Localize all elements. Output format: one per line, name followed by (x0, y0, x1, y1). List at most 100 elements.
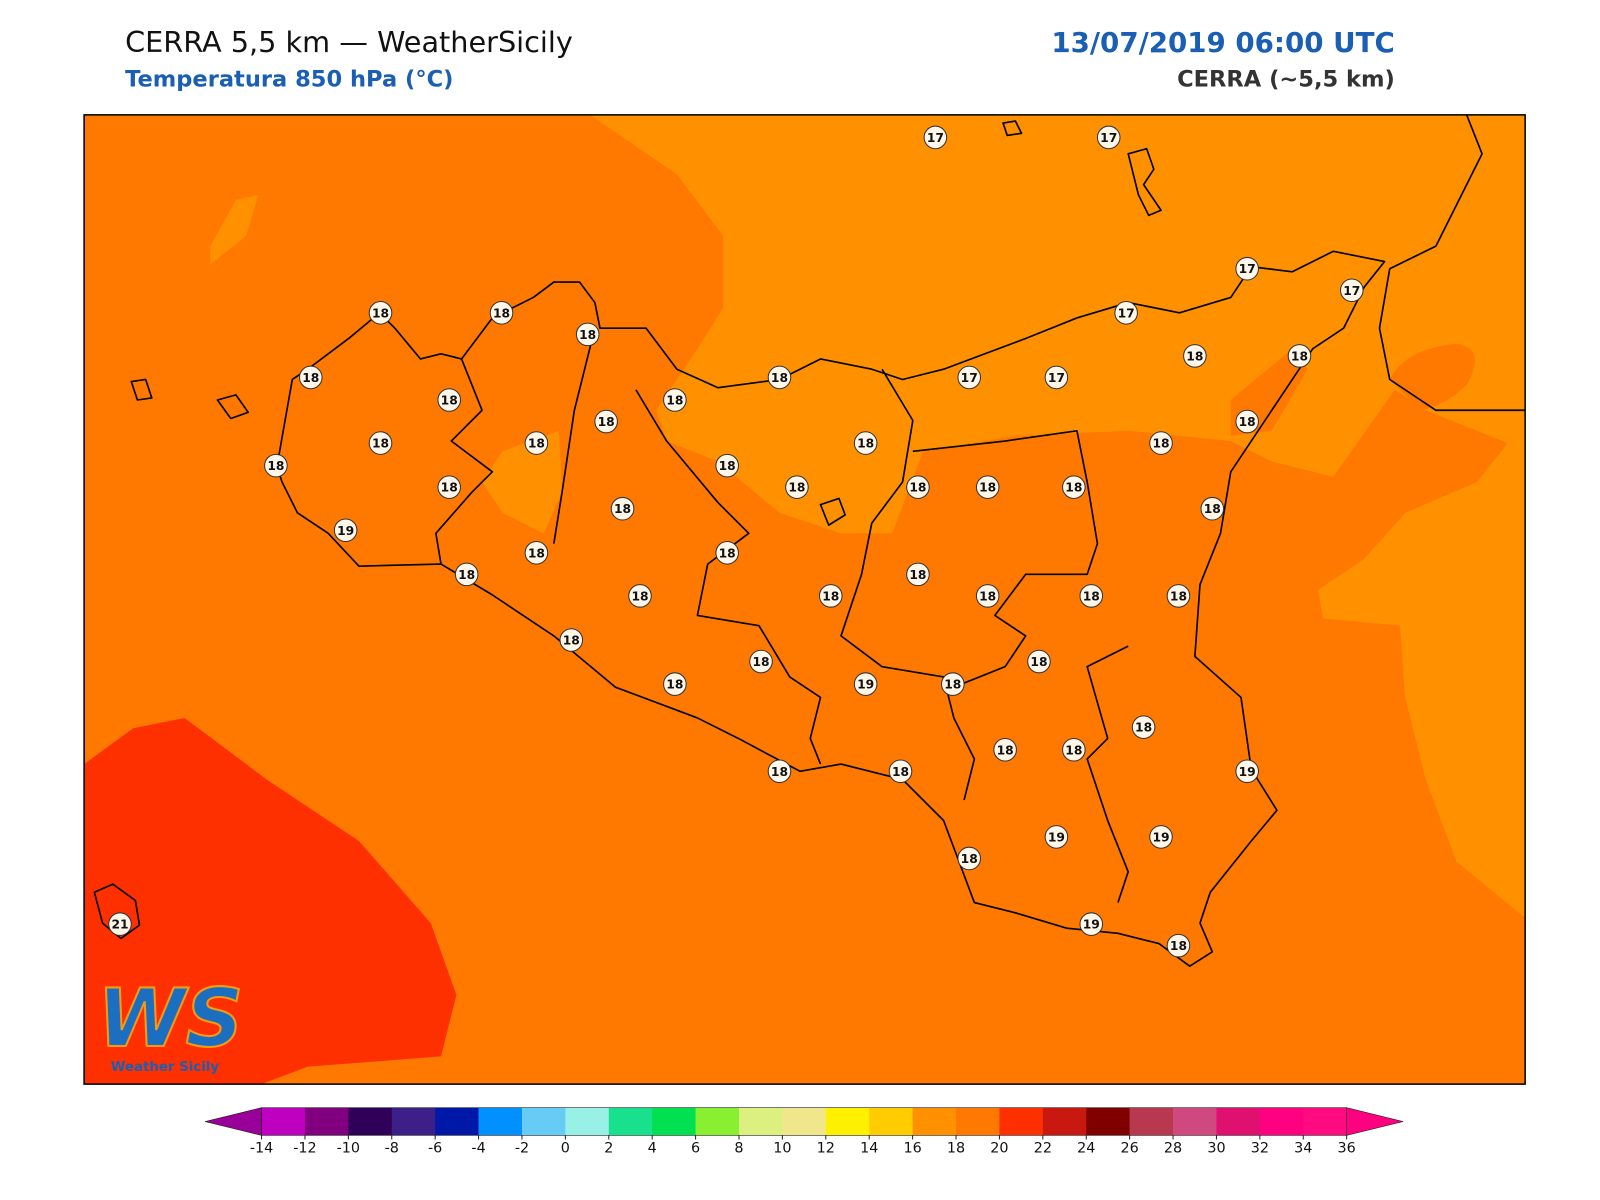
station-value: 17 (1048, 371, 1065, 385)
station: 17 (923, 125, 948, 150)
station-marker (975, 584, 1000, 608)
station-marker (853, 672, 878, 696)
station-value: 19 (1083, 918, 1100, 932)
station-value: 18 (1135, 721, 1152, 735)
station-value: 17 (927, 131, 944, 145)
colorbar-tick-label: 22 (1034, 1141, 1052, 1157)
colorbar-extend-under (205, 1107, 262, 1136)
station-labels: 17 17 17 17 18 18 18 17 18 18 18 18 18 17 17 18 18 18 18 18… (108, 125, 1364, 958)
colorbar-tick-label: 10 (773, 1141, 791, 1157)
station-value: 18 (1083, 589, 1100, 603)
station-marker (108, 912, 132, 936)
station-marker (298, 365, 323, 390)
colorbar-segment (478, 1107, 523, 1136)
colorbar-segment (608, 1107, 653, 1136)
colorbar-segment (1086, 1107, 1130, 1136)
station-value: 18 (909, 568, 926, 582)
station-value: 18 (441, 394, 458, 408)
island (130, 378, 153, 401)
station: 18 (264, 453, 288, 478)
station-marker (767, 759, 792, 784)
station: 21 (108, 912, 132, 936)
station-marker (1200, 496, 1225, 521)
model-label: CERRA (~5,5 km) (1177, 67, 1395, 93)
colorbar-segment (869, 1107, 913, 1136)
station: 18 (941, 672, 965, 696)
station-value: 18 (719, 459, 736, 473)
station-value: 18 (788, 481, 805, 495)
colorbar-tick-label: 32 (1251, 1141, 1269, 1157)
station-value: 18 (857, 437, 874, 451)
station: 18 (818, 584, 843, 608)
station-marker (454, 562, 479, 587)
station: 18 (1235, 409, 1259, 434)
station: 17 (1339, 278, 1364, 303)
station-marker (1062, 737, 1086, 762)
colorbar-tick-label: -14 (250, 1141, 273, 1157)
station: 18 (1200, 496, 1225, 521)
station-value: 17 (961, 371, 978, 385)
colorbar-tick-label: 20 (990, 1141, 1008, 1157)
station: 18 (610, 496, 635, 521)
station-value: 18 (1170, 589, 1187, 603)
station: 18 (298, 365, 323, 390)
colorbar-tick-label: -12 (293, 1141, 316, 1157)
station-value: 18 (528, 437, 545, 451)
colorbar-tick-label: 16 (903, 1141, 921, 1157)
station-value: 19 (1239, 765, 1256, 779)
station: 18 (853, 431, 878, 455)
station: 18 (1149, 431, 1173, 455)
colorbar-tick-label: 0 (561, 1141, 570, 1157)
station-value: 17 (1343, 284, 1360, 298)
station-marker (888, 759, 913, 784)
station-value: 21 (111, 918, 128, 932)
station: 17 (1044, 365, 1069, 390)
calabria-coastline (1378, 114, 1526, 412)
subtitle: Temperatura 850 hPa (°C) (125, 67, 453, 93)
station-value: 18 (719, 546, 736, 560)
station-value: 18 (493, 306, 510, 320)
station-marker (975, 475, 1000, 499)
colorbar-segment (782, 1107, 827, 1136)
station: 18 (663, 672, 687, 696)
station-marker (715, 541, 739, 565)
station-marker (767, 365, 792, 390)
station: 18 (368, 431, 393, 455)
station: 19 (333, 518, 358, 543)
station-value: 18 (1065, 481, 1082, 495)
station-value: 18 (302, 371, 319, 385)
station-value: 19 (1152, 830, 1169, 844)
station-marker (1166, 584, 1191, 608)
island (1127, 147, 1162, 217)
map-area (83, 114, 1526, 1085)
map-frame (83, 114, 1526, 1085)
logo-caption: Weather Sicily (111, 1060, 220, 1075)
field-16-18 (589, 114, 1526, 918)
station: 18 (906, 475, 930, 499)
station-marker (524, 431, 549, 455)
colorbar-tick-label: 2 (604, 1141, 613, 1157)
station-value: 18 (752, 655, 769, 669)
station-value: 18 (979, 589, 996, 603)
station: 17 (957, 365, 982, 390)
station-marker (1149, 431, 1173, 455)
colorbar-segment (348, 1107, 393, 1136)
station-value: 18 (1186, 349, 1203, 363)
station: 18 (524, 431, 549, 455)
island (93, 883, 141, 940)
station-marker (264, 453, 288, 478)
colorbar-segment (999, 1107, 1044, 1136)
colorbar-tick-label: 6 (691, 1141, 700, 1157)
station-value: 18 (1030, 655, 1047, 669)
colorbar-tick-label: 14 (860, 1141, 878, 1157)
station-marker (1079, 584, 1104, 608)
colorbar-tick-label: 28 (1164, 1141, 1182, 1157)
station: 18 (767, 365, 792, 390)
station-marker (1235, 759, 1259, 784)
colorbar-tick-label: -4 (471, 1141, 485, 1157)
station: 18 (993, 737, 1017, 762)
colorbar-outline (261, 1107, 1347, 1136)
station-value: 18 (598, 415, 615, 429)
